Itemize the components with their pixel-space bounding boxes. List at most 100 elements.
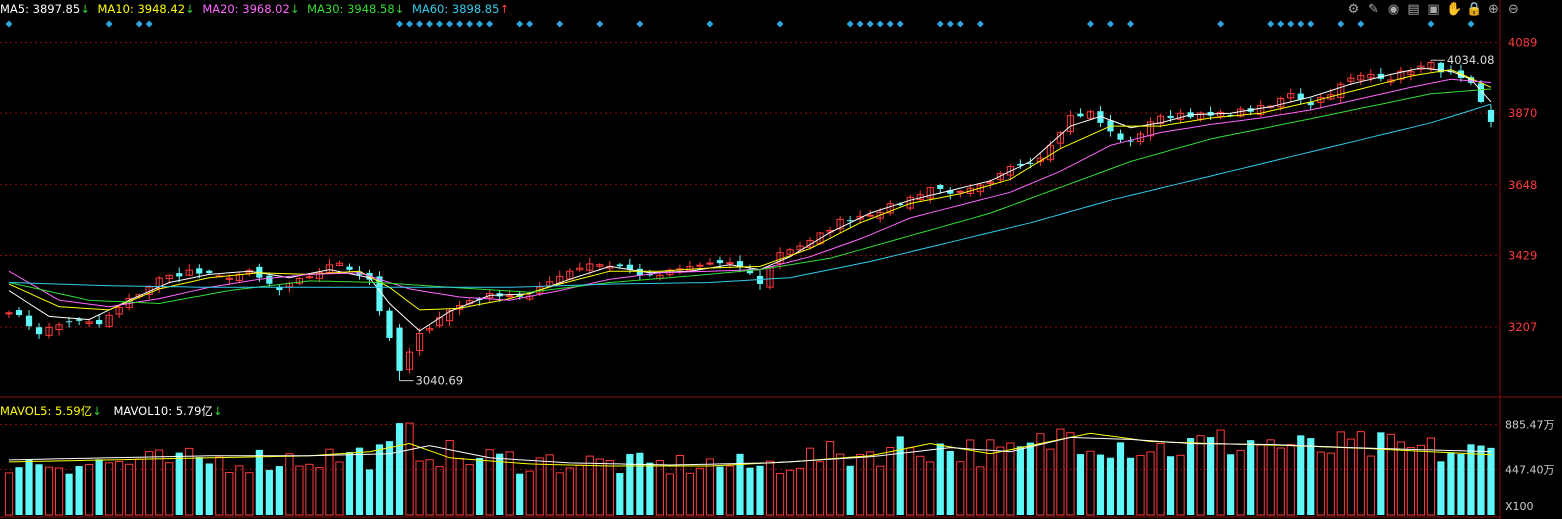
- pen-icon[interactable]: ✎: [1368, 2, 1379, 17]
- candle-body-down: [276, 286, 283, 291]
- candle-body-up: [1417, 65, 1425, 70]
- volume-bar-up: [215, 456, 224, 516]
- candle-body-up: [1387, 79, 1395, 83]
- candle-body-up: [1006, 165, 1014, 176]
- signal-marker-icon: [436, 20, 444, 28]
- candle-body-down: [1487, 109, 1495, 122]
- candle-body-up: [445, 310, 454, 322]
- volume-bar-down: [95, 459, 103, 515]
- volume-bar-down: [496, 453, 504, 515]
- zoom-out-icon[interactable]: ⊖: [1508, 2, 1519, 17]
- candle-body-up: [926, 187, 934, 199]
- signal-marker-icon: [516, 20, 524, 28]
- volume-bar-up: [155, 449, 164, 516]
- volume-bar-up: [956, 461, 965, 516]
- signal-marker-icon: [406, 20, 414, 28]
- volume-bar-up: [165, 462, 174, 516]
- signal-marker-icon: [936, 20, 944, 28]
- volume-bar-up: [675, 454, 685, 516]
- hand-icon[interactable]: ✋: [1446, 2, 1463, 17]
- candle-body-down: [636, 268, 643, 276]
- volume-bar-up: [856, 453, 865, 516]
- volume-tick-label: 447.40万: [1505, 463, 1555, 476]
- chart-type-icon[interactable]: ▤: [1407, 2, 1420, 17]
- volume-bar-down: [345, 452, 354, 515]
- volume-bar-up: [1336, 431, 1345, 516]
- volume-bar-up: [765, 460, 775, 516]
- signal-marker-icon: [1086, 20, 1094, 28]
- volume-bar-down: [195, 457, 203, 515]
- signal-marker-icon: [1277, 20, 1285, 28]
- candle-body-up: [325, 264, 334, 274]
- volume-bar-up: [695, 467, 705, 516]
- signal-marker-icon: [1106, 20, 1114, 28]
- volume-bar-up: [605, 460, 614, 516]
- candle-body-down: [847, 220, 854, 222]
- volume-bar-up: [876, 465, 885, 516]
- candle-body-down: [716, 260, 724, 264]
- candle-body-down: [937, 184, 944, 189]
- volume-bar-down: [936, 443, 944, 515]
- signal-marker-icon: [1217, 20, 1225, 28]
- signal-marker-icon: [1307, 20, 1315, 28]
- volume-bar-up: [1406, 446, 1415, 516]
- volume-bar-up: [836, 453, 845, 516]
- volume-bar-up: [555, 472, 564, 516]
- volume-bar-up: [725, 465, 735, 516]
- volume-bar-up: [135, 458, 144, 516]
- candle-body-down: [1027, 162, 1034, 164]
- mavol10-line: [8, 436, 1492, 466]
- volume-bar-up: [1036, 433, 1045, 516]
- candle-body-down: [1097, 111, 1104, 123]
- candle-body-up: [405, 351, 414, 370]
- volume-bar-up: [585, 455, 594, 516]
- candle-body-up: [726, 262, 734, 265]
- volume-bar-up: [665, 473, 674, 516]
- lock-icon[interactable]: 🔒: [1466, 2, 1483, 17]
- signal-marker-icon: [886, 20, 894, 28]
- ma10-label: MA10: 3948.42: [97, 2, 186, 16]
- eye-icon[interactable]: ◉: [1387, 2, 1400, 17]
- volume-bar-down: [1227, 454, 1235, 515]
- signal-marker-icon: [896, 20, 904, 28]
- volume-bar-up: [435, 466, 444, 516]
- zoom-in-icon[interactable]: ⊕: [1488, 2, 1499, 17]
- candle-body-up: [1237, 108, 1245, 117]
- candle-body-up: [786, 249, 794, 255]
- signal-marker-icon: [776, 20, 784, 28]
- candle-body-up: [1397, 70, 1405, 80]
- ma60-label: MA60: 3898.85: [411, 2, 500, 16]
- volume-bar-down: [265, 469, 273, 515]
- candle-body-up: [876, 211, 884, 219]
- gear-icon[interactable]: ⚙: [1347, 2, 1360, 17]
- volume-bar-down: [516, 473, 524, 515]
- volume-bar-up: [54, 467, 64, 516]
- folder-icon[interactable]: ▣: [1427, 2, 1440, 17]
- volume-bar-up: [485, 449, 494, 516]
- volume-bar-down: [736, 453, 744, 515]
- mavol5-label: MAVOL5: 5.59亿: [0, 404, 93, 418]
- volume-bar-up: [565, 467, 574, 516]
- signal-marker-icon: [416, 20, 424, 28]
- candle-body-down: [176, 273, 183, 277]
- volume-bar-up: [1066, 432, 1075, 516]
- candle-body-up: [415, 333, 424, 351]
- volume-bar-up: [595, 458, 604, 516]
- volume-bar-up: [425, 459, 434, 516]
- volume-bar-up: [115, 461, 124, 516]
- candle-body-up: [185, 269, 193, 276]
- price-tick-label: 3870: [1508, 106, 1537, 120]
- volume-bar-down: [385, 441, 394, 515]
- volume-bar-up: [1266, 439, 1275, 516]
- signal-marker-icon: [596, 20, 604, 28]
- volume-bar-up: [305, 463, 314, 516]
- signal-marker-icon: [1467, 20, 1475, 28]
- volume-bar-down: [476, 457, 484, 515]
- volume-bar-up: [225, 472, 234, 516]
- volume-bar-up: [535, 457, 544, 516]
- volume-bar-down: [1307, 438, 1315, 515]
- candle-body-down: [736, 261, 744, 267]
- volume-legend: MAVOL5: 5.59亿↓ MAVOL10: 5.79亿↓: [0, 403, 229, 419]
- price-tick-label: 4089: [1508, 36, 1537, 50]
